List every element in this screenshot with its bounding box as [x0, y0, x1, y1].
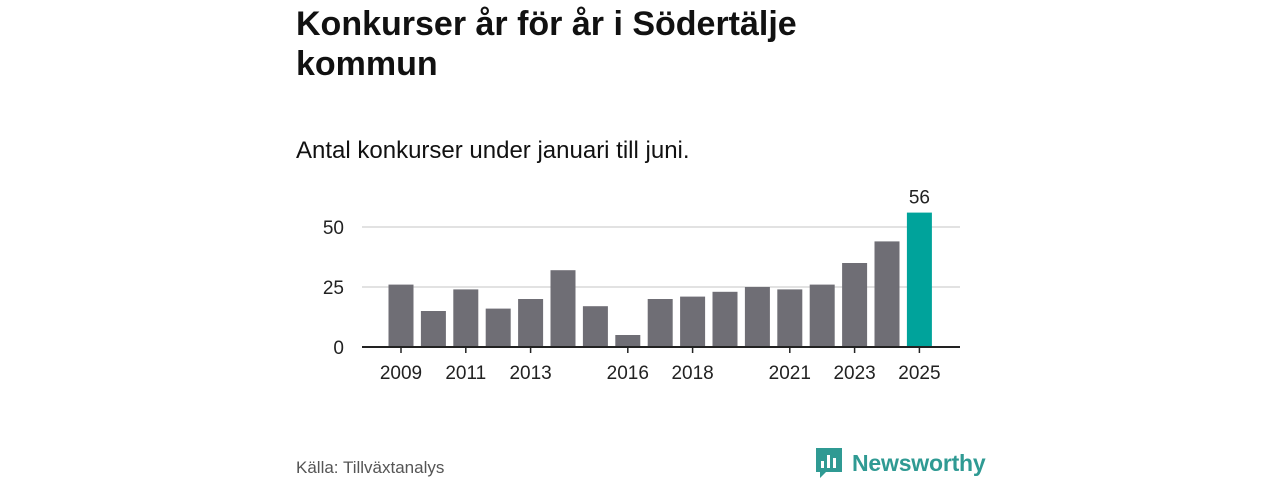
x-axis-ticks: 2009 2011 2013 2016 2018 2021 2023 2025: [380, 347, 941, 384]
bar-2009: [388, 284, 414, 347]
x-tick-label: 2018: [671, 363, 713, 384]
bar-2016: [615, 335, 641, 347]
bar-2013: [518, 299, 544, 347]
bar-2020: [744, 287, 770, 347]
bar-2017: [647, 299, 673, 347]
x-tick-label: 2013: [509, 363, 551, 384]
x-tick-label: 2021: [769, 363, 811, 384]
source-note: Källa: Tillväxtanalys: [296, 458, 445, 477]
bar-2024: [874, 241, 900, 347]
y-tick-label: 0: [333, 338, 344, 359]
bar-2010: [420, 311, 446, 347]
y-axis-ticks: 0 25 50: [323, 218, 344, 359]
x-tick-label: 2016: [607, 363, 649, 384]
bars: [388, 212, 932, 347]
bar-2012: [485, 308, 511, 347]
y-tick-label: 50: [323, 218, 344, 239]
bar-chart: 0 25 50 2009 2011 2013 2016 2018 2021 2023 2025 5…: [323, 188, 960, 384]
bar-2025: [906, 212, 932, 347]
bar-2022: [809, 284, 835, 347]
data-label-2025: 56: [909, 188, 930, 209]
newsworthy-logo-icon: [816, 448, 842, 478]
bar-2019: [712, 291, 738, 347]
x-tick-label: 2025: [898, 363, 940, 384]
x-tick-label: 2009: [380, 363, 422, 384]
bar-2023: [842, 263, 868, 347]
chart-title: Konkurser år för år i Södertälje kommun: [296, 5, 797, 83]
x-tick-label: 2023: [833, 363, 875, 384]
data-labels: 56: [909, 188, 930, 209]
grid-lines: [362, 226, 960, 288]
bar-2014: [550, 270, 576, 347]
bar-2015: [582, 306, 608, 347]
bar-2021: [777, 289, 803, 347]
bar-2018: [680, 296, 706, 347]
bar-2011: [453, 289, 479, 347]
chart-subtitle: Antal konkurser under januari till juni.: [296, 137, 690, 164]
x-tick-label: 2011: [445, 363, 486, 384]
brand-logo: Newsworthy: [814, 446, 986, 480]
y-tick-label: 25: [323, 278, 344, 299]
brand-name: Newsworthy: [852, 449, 986, 476]
